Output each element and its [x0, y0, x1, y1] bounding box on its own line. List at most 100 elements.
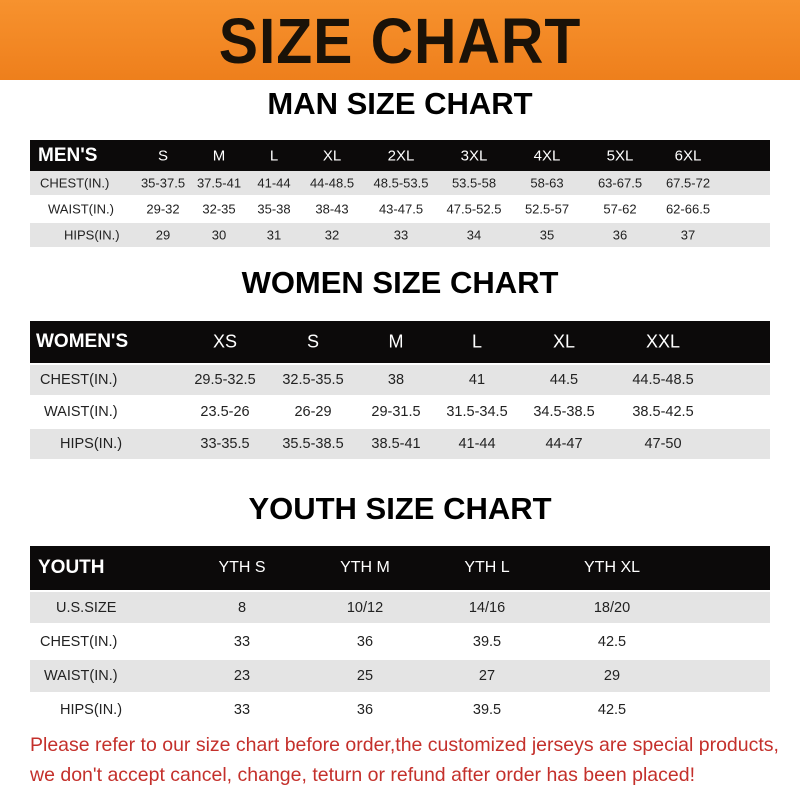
measurement-value: 38.5-41 [371, 436, 421, 452]
measurement-value: 35 [539, 227, 555, 243]
table-row: WAIST(IN.) 23 25 27 29 [30, 660, 770, 692]
size-header: 5XL [606, 147, 634, 164]
women-size-table: WOMEN'S XS S M L XL XXL CHEST(IN.) 29.5-32.5 32.5… [30, 321, 770, 459]
measurement-value: 32-35 [202, 201, 236, 217]
measurement-value: 25 [356, 668, 374, 684]
notice-line-1: Please refer to our size chart before or… [30, 734, 779, 756]
page-title: SIZE CHART [218, 5, 582, 77]
size-header: 3XL [460, 147, 488, 164]
table-row: HIPS(IN.) 33-35.5 35.5-38.5 38.5-41 41-44 44-… [30, 429, 770, 459]
measurement-label: U.S.SIZE [56, 599, 117, 616]
measurement-value: 41-44 [458, 436, 496, 452]
table-row: CHEST(IN.) 29.5-32.5 32.5-35.5 38 41 44.5 44.5… [30, 365, 770, 395]
measurement-value: 35-37.5 [140, 175, 186, 191]
measurement-value: 47-50 [644, 436, 682, 452]
measurement-value: 58-63 [530, 175, 564, 191]
size-header: 6XL [674, 147, 702, 164]
measurement-value: 44.5 [549, 372, 579, 388]
size-header: XL [552, 331, 576, 352]
measurement-value: 26-29 [294, 404, 332, 420]
measurement-value: 29 [155, 227, 171, 243]
measurement-value: 31.5-34.5 [446, 404, 508, 420]
measurement-value: 39.5 [472, 633, 502, 650]
measurement-value: 29-32 [146, 201, 180, 217]
measurement-value: 33 [233, 702, 251, 718]
size-header: L [471, 331, 483, 352]
measurement-value: 37 [680, 227, 696, 243]
table-row: U.S.SIZE 8 10/12 14/16 18/20 [30, 592, 770, 623]
size-header: L [269, 147, 279, 164]
measurement-value: 31 [266, 227, 282, 243]
measurement-value: 38-43 [315, 201, 349, 217]
measurement-value: 52.5-57 [524, 201, 570, 217]
measurement-value: 41 [468, 372, 486, 388]
measurement-value: 35.5-38.5 [282, 436, 344, 452]
measurement-value: 53.5-58 [451, 175, 497, 191]
measurement-value: 42.5 [597, 633, 627, 650]
size-header: S [306, 331, 320, 352]
size-header: YTH M [340, 559, 390, 576]
measurement-value: 33-35.5 [200, 436, 250, 452]
size-header: XS [212, 331, 238, 352]
measurement-label: CHEST(IN.) [40, 372, 118, 388]
youth-header-row: YOUTH YTH S YTH M YTH L YTH XL [30, 546, 770, 590]
measurement-value: 44.5-48.5 [632, 372, 694, 388]
size-header: XXL [645, 331, 681, 352]
measurement-value: 48.5-53.5 [373, 175, 429, 191]
table-row: CHEST(IN.) 35-37.5 37.5-41 41-44 44-48.5 48.5… [30, 171, 770, 195]
measurement-label: HIPS(IN.) [64, 227, 120, 243]
measurement-value: 32 [324, 227, 340, 243]
measurement-label: WAIST(IN.) [44, 404, 118, 420]
measurement-label: WAIST(IN.) [48, 201, 114, 217]
measurement-label: WAIST(IN.) [44, 668, 118, 684]
measurement-value: 33 [393, 227, 409, 243]
measurement-value: 36 [356, 633, 374, 650]
measurement-value: 10/12 [346, 599, 384, 616]
measurement-value: 30 [211, 227, 227, 243]
measurement-value: 29 [603, 668, 621, 684]
measurement-value: 14/16 [468, 599, 506, 616]
measurement-value: 43-47.5 [378, 201, 424, 217]
measurement-value: 38.5-42.5 [632, 404, 694, 420]
measurement-value: 67.5-72 [665, 175, 711, 191]
measurement-label: HIPS(IN.) [60, 436, 123, 452]
measurement-value: 57-62 [603, 201, 637, 217]
youth-size-table: YOUTH YTH S YTH M YTH L YTH XL U.S.SIZE 8 10/12… [30, 546, 770, 726]
measurement-value: 44-48.5 [309, 175, 355, 191]
measurement-value: 41-44 [257, 175, 291, 191]
women-section-title: WOMEN SIZE CHART [241, 265, 559, 300]
table-row: WAIST(IN.) 23.5-26 26-29 29-31.5 31.5-34.5 34… [30, 397, 770, 427]
men-size-table: MEN'S S M L XL 2XL 3XL 4XL 5XL 6XL CHEST(IN.) 35-37… [30, 140, 770, 247]
size-header: YTH L [464, 559, 510, 576]
measurement-value: 62-66.5 [665, 201, 711, 217]
men-header-row: MEN'S S M L XL 2XL 3XL 4XL 5XL 6XL [30, 140, 770, 171]
men-section-title: MAN SIZE CHART [267, 86, 533, 121]
measurement-value: 34.5-38.5 [533, 404, 595, 420]
table-row: HIPS(IN.) 33 36 39.5 42.5 [30, 694, 770, 726]
measurement-value: 34 [466, 227, 482, 243]
size-header: XL [322, 147, 342, 164]
measurement-value: 63-67.5 [597, 175, 643, 191]
measurement-value: 8 [237, 599, 247, 616]
measurement-value: 18/20 [593, 599, 631, 616]
measurement-value: 36 [612, 227, 628, 243]
measurement-value: 29-31.5 [371, 404, 421, 420]
measurement-value: 37.5-41 [196, 175, 242, 191]
women-header-row: WOMEN'S XS S M L XL XXL [30, 321, 770, 363]
measurement-value: 36 [356, 702, 374, 718]
measurement-value: 29.5-32.5 [194, 372, 256, 388]
measurement-value: 42.5 [597, 702, 627, 718]
table-row: CHEST(IN.) 33 36 39.5 42.5 [30, 625, 770, 658]
measurement-value: 39.5 [472, 702, 502, 718]
measurement-value: 23.5-26 [200, 404, 250, 420]
table-row: WAIST(IN.) 29-32 32-35 35-38 38-43 43-47.5 47.… [30, 197, 770, 221]
measurement-label: HIPS(IN.) [60, 702, 123, 718]
measurement-label: CHEST(IN.) [40, 633, 118, 650]
size-header: YTH XL [583, 559, 641, 576]
measurement-value: 27 [478, 668, 496, 684]
measurement-value: 47.5-52.5 [446, 201, 502, 217]
header-label: MEN'S [38, 144, 98, 166]
measurement-value: 44-47 [545, 436, 583, 452]
measurement-label: CHEST(IN.) [40, 175, 110, 191]
measurement-value: 35-38 [257, 201, 291, 217]
